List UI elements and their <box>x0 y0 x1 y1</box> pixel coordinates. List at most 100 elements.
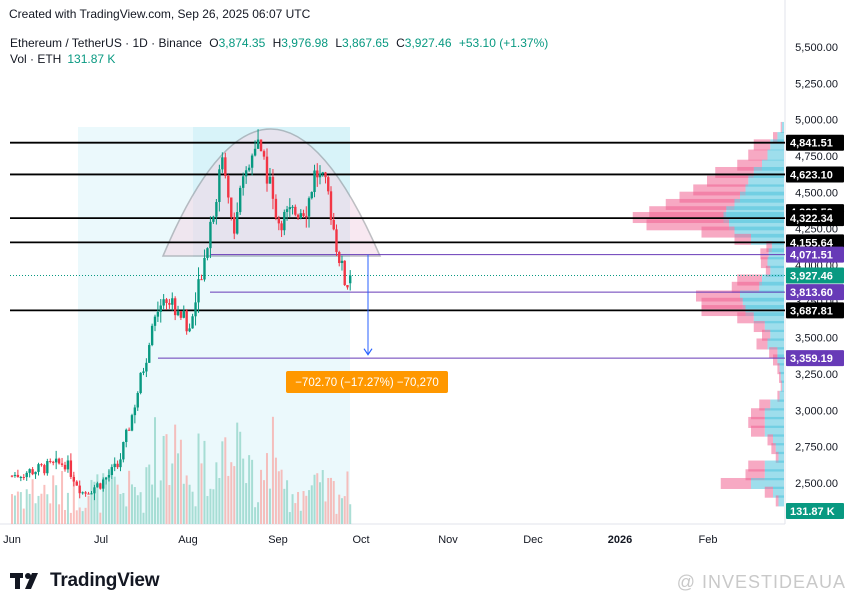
price-tick-label: 4,750.00 <box>795 151 838 163</box>
candle-body <box>22 477 25 479</box>
candle-body <box>307 198 311 217</box>
volume-bar <box>13 495 16 524</box>
candle-body <box>104 477 108 480</box>
candle-body <box>197 279 200 303</box>
volume-profile-up <box>759 281 784 293</box>
price-level-tag <box>786 210 844 227</box>
candle-body <box>113 463 116 468</box>
volume-profile-up <box>775 443 784 455</box>
volume-bar <box>230 462 233 524</box>
candle-body <box>191 316 194 329</box>
price-chart[interactable]: −702.70 (−17.27%) −70,270 5,500.00 5,250.… <box>0 0 858 560</box>
volume-bar <box>274 457 277 524</box>
volume-profile-up <box>734 198 784 210</box>
candle-body <box>37 464 40 472</box>
candle-body <box>130 415 134 431</box>
volume-profile-up <box>762 274 784 286</box>
volume-bar <box>58 504 61 524</box>
volume-bar <box>151 484 154 524</box>
candle-body <box>81 492 84 494</box>
candle-body <box>52 461 55 463</box>
volume-profile-up <box>726 206 784 218</box>
candle-body <box>122 442 125 460</box>
price-level-tag <box>786 284 844 301</box>
volume-bar <box>128 470 131 524</box>
volume-bar <box>242 458 245 524</box>
volume-bar <box>159 480 162 524</box>
symbol-title[interactable]: Ethereum / TetherUS · 1D · Binance <box>10 36 202 50</box>
volume-profile-down <box>734 233 751 245</box>
candle-body <box>87 493 90 495</box>
volume-profile-up <box>778 495 784 507</box>
volume-profile-down <box>753 139 771 151</box>
candle-body <box>224 157 227 176</box>
volume-profile-down <box>649 206 727 218</box>
price-level-tag <box>786 246 844 263</box>
candle-body <box>168 302 171 305</box>
volume-bar <box>78 507 81 524</box>
volume-profile-up <box>734 226 784 238</box>
volume-bar <box>324 501 327 524</box>
candle-body <box>133 407 137 416</box>
candle-body <box>16 474 20 478</box>
volume-bar <box>37 495 40 524</box>
candle-body <box>327 177 330 192</box>
volume-bar <box>277 471 280 524</box>
volume-profile-down <box>759 399 771 411</box>
volume-profile-down <box>780 121 782 133</box>
volume-bar <box>346 471 349 524</box>
price-level-tag-text: 131.87 K <box>790 506 835 518</box>
candle-body <box>296 214 300 219</box>
candle-body <box>227 175 230 198</box>
price-level-tag-text: 4,155.64 <box>790 237 834 249</box>
volume-profile-down <box>665 198 735 210</box>
volume-bar <box>200 463 203 524</box>
time-tick-label: Sep <box>268 534 288 546</box>
volume-bar <box>154 417 157 524</box>
volume-bar <box>209 488 212 524</box>
candle-body <box>265 156 269 184</box>
volume-bar <box>335 513 338 524</box>
close-label: C <box>396 36 405 50</box>
tradingview-logo[interactable]: TradingView <box>10 570 160 592</box>
price-tick-label: 2,750.00 <box>795 442 838 454</box>
candle-body <box>256 139 260 149</box>
volume-bar <box>16 491 19 524</box>
candle-body <box>116 463 119 468</box>
time-tick-label: Dec <box>523 534 543 546</box>
candle-body <box>28 469 31 473</box>
candle-body <box>212 216 215 222</box>
candle-body <box>302 213 305 216</box>
volume-bar <box>25 489 28 524</box>
candle-body <box>156 311 160 317</box>
candle-body <box>244 170 248 177</box>
volume-profile-down <box>773 132 778 144</box>
volume-profile-down <box>748 416 765 428</box>
candle-body <box>72 476 76 482</box>
candle-body <box>19 477 23 479</box>
volume-bar <box>316 473 319 524</box>
volume-bar <box>194 506 197 524</box>
volume-bar <box>171 463 174 524</box>
volume-profile-down <box>701 297 743 309</box>
volume-bar <box>179 439 182 524</box>
candle-body <box>280 223 283 231</box>
price-level-tag <box>786 350 844 367</box>
volume-bar <box>174 424 177 524</box>
volume-bar <box>239 431 242 524</box>
volume-profile <box>632 121 784 507</box>
candle-body <box>203 257 206 280</box>
volume-bar <box>206 496 209 524</box>
volume-bar <box>233 466 236 524</box>
volume-label[interactable]: Vol · ETH <box>10 52 62 66</box>
volume-bar <box>142 512 145 524</box>
volume-bar <box>165 434 168 524</box>
volume-profile-down <box>780 380 782 392</box>
price-range-measure[interactable]: −702.70 (−17.27%) −70,270 <box>286 254 448 393</box>
candle-body <box>340 260 344 264</box>
candle-body <box>96 483 99 488</box>
volume-bar <box>139 492 142 524</box>
volume-bar <box>119 494 122 524</box>
time-axis-ticks: Jun Jul Aug Sep Oct Nov Dec 2026 Feb <box>3 534 717 546</box>
volume-profile-down <box>766 241 772 253</box>
